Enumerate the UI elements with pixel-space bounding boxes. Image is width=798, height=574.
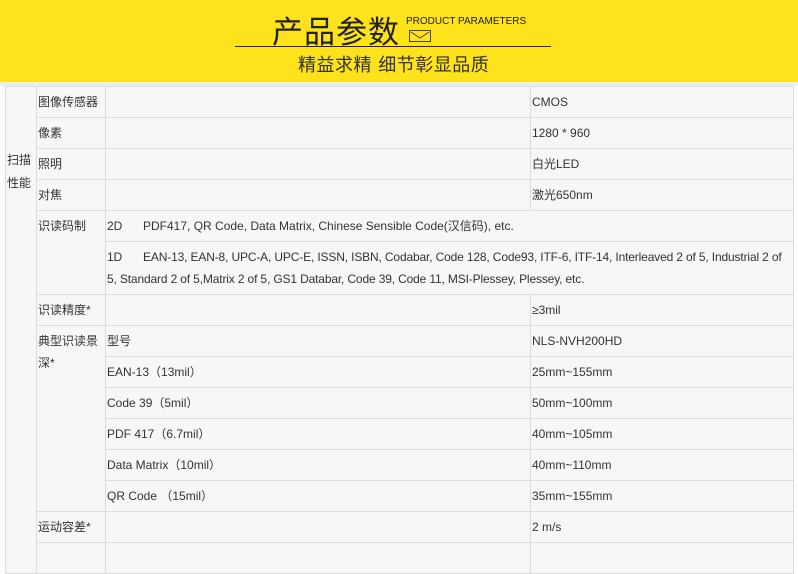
row-label: 像素 bbox=[36, 117, 106, 149]
section-title: 产品参数 bbox=[272, 15, 400, 51]
table-row: 识读码制 2D PDF417, QR Code, Data Matrix, Chi… bbox=[6, 210, 794, 295]
table-row: Code 39（5mil） 50mm~100mm bbox=[6, 387, 794, 419]
table-row: 典型识读景深* 型号 NLS-NVH200HD bbox=[6, 325, 794, 512]
category-cell: 扫描性能 bbox=[5, 86, 37, 574]
row-label: 识读码制 bbox=[36, 210, 106, 295]
empty-cell bbox=[105, 86, 531, 118]
symbology-type: 2D bbox=[107, 219, 123, 233]
envelope-icon bbox=[409, 30, 431, 42]
section-title-en: PRODUCT PARAMETERS bbox=[406, 16, 527, 27]
empty-cell bbox=[530, 542, 794, 574]
row-label: 运动容差* bbox=[36, 511, 106, 543]
symbology-list: EAN-13, EAN-8, UPC-A, UPC-E, ISSN, ISBN,… bbox=[107, 250, 782, 286]
depth-value: NLS-NVH200HD bbox=[530, 325, 794, 357]
empty-cell bbox=[105, 117, 531, 149]
row-label: 识读精度* bbox=[36, 294, 106, 326]
table-row: 像素 1280 * 960 bbox=[6, 117, 794, 149]
row-value: 激光650nm bbox=[530, 179, 794, 211]
separator-strip bbox=[0, 82, 798, 86]
row-value: 1280 * 960 bbox=[530, 117, 794, 149]
section-header: 产品参数 PRODUCT PARAMETERS 精益求精 细节彰显品质 bbox=[0, 0, 798, 82]
depth-value: 40mm~105mm bbox=[530, 418, 794, 450]
symbology-1d: 1D EAN-13, EAN-8, UPC-A, UPC-E, ISSN, ISB… bbox=[105, 241, 794, 295]
depth-name: PDF 417（6.7mil） bbox=[105, 418, 531, 450]
table-row: 1D EAN-13, EAN-8, UPC-A, UPC-E, ISSN, ISB… bbox=[6, 241, 794, 295]
table-row: 扫描性能 图像传感器 CMOS bbox=[5, 86, 794, 574]
symbology-type: 1D bbox=[107, 250, 123, 264]
table-row bbox=[6, 542, 794, 574]
row-value: ≥3mil bbox=[530, 294, 794, 326]
table-row: PDF 417（6.7mil） 40mm~105mm bbox=[6, 418, 794, 450]
depth-value: 35mm~155mm bbox=[530, 480, 794, 512]
row-value: 2 m/s bbox=[530, 511, 794, 543]
divider bbox=[235, 46, 551, 47]
table-row: 对焦 激光650nm bbox=[6, 179, 794, 211]
empty-cell bbox=[105, 542, 531, 574]
section-subtitle: 精益求精 细节彰显品质 bbox=[298, 55, 490, 76]
spec-table: 扫描性能 图像传感器 CMOS 像素 1280 * 960 照明 白光LED 对… bbox=[5, 86, 794, 574]
row-label: 典型识读景深* bbox=[36, 325, 106, 512]
depth-value: 40mm~110mm bbox=[530, 449, 794, 481]
row-label: 对焦 bbox=[36, 179, 106, 211]
row-value: 白光LED bbox=[530, 148, 794, 180]
table-row: EAN-13（13mil） 25mm~155mm bbox=[6, 356, 794, 388]
depth-value: 50mm~100mm bbox=[530, 387, 794, 419]
empty-cell bbox=[105, 148, 531, 180]
symbology-list: PDF417, QR Code, Data Matrix, Chinese Se… bbox=[143, 219, 514, 233]
depth-name: EAN-13（13mil） bbox=[105, 356, 531, 388]
row-label: 图像传感器 bbox=[36, 86, 106, 118]
depth-name: Data Matrix（10mil） bbox=[105, 449, 531, 481]
empty-cell bbox=[105, 511, 531, 543]
depth-value: 25mm~155mm bbox=[530, 356, 794, 388]
depth-name: 型号 bbox=[105, 325, 531, 357]
empty-cell bbox=[36, 542, 106, 574]
table-row: Data Matrix（10mil） 40mm~110mm bbox=[6, 449, 794, 481]
empty-cell bbox=[105, 179, 531, 211]
table-row: 运动容差* 2 m/s bbox=[6, 511, 794, 543]
depth-name: QR Code （15mil） bbox=[105, 480, 531, 512]
table-row: 识读精度* ≥3mil bbox=[6, 294, 794, 326]
row-label: 照明 bbox=[36, 148, 106, 180]
symbology-2d: 2D PDF417, QR Code, Data Matrix, Chinese … bbox=[105, 210, 794, 242]
depth-name: Code 39（5mil） bbox=[105, 387, 531, 419]
row-value: CMOS bbox=[530, 86, 794, 118]
table-row: QR Code （15mil） 35mm~155mm bbox=[6, 480, 794, 512]
table-row: 照明 白光LED bbox=[6, 148, 794, 180]
empty-cell bbox=[105, 294, 531, 326]
